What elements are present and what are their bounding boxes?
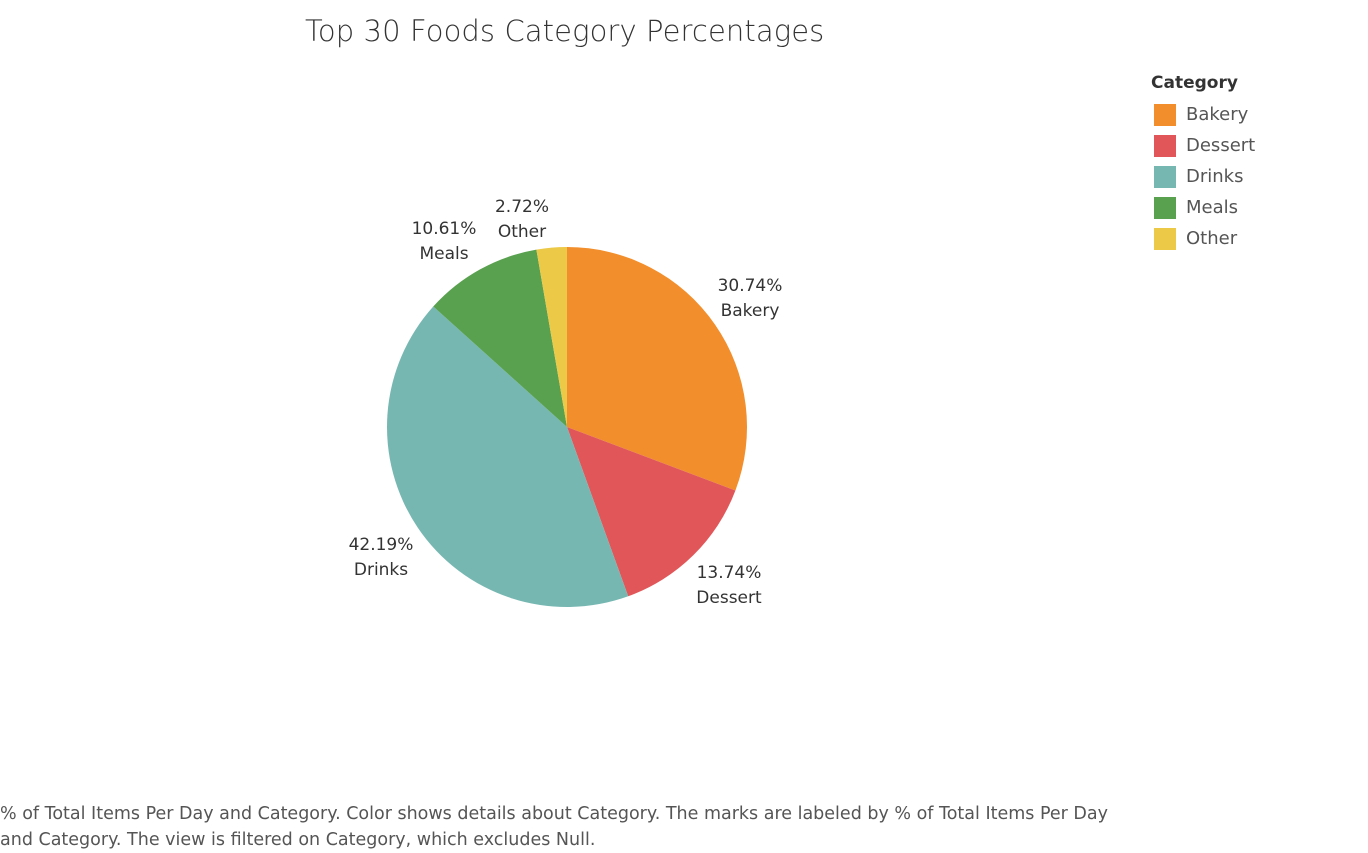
pie-chart: 30.74% Bakery 13.74% Dessert 42.19% Drinks 10.… <box>349 197 783 608</box>
legend-item-dessert[interactable]: Dessert <box>1151 130 1255 161</box>
legend: Category Bakery Dessert Drinks Meals Other <box>1151 73 1255 254</box>
pie-slice-drinks[interactable] <box>386 306 629 608</box>
slice-percent-label: 30.74% <box>718 276 783 296</box>
slice-category-label: Dessert <box>696 588 762 608</box>
slice-percent-label: 13.74% <box>697 563 762 583</box>
pie-slice-other[interactable] <box>536 247 567 427</box>
slice-percent-label: 42.19% <box>349 535 414 555</box>
chart-caption: % of Total Items Per Day and Category. C… <box>0 804 1108 850</box>
legend-item-drinks[interactable]: Drinks <box>1151 161 1255 192</box>
slice-category-label: Drinks <box>354 560 408 580</box>
slice-category-label: Bakery <box>721 301 780 321</box>
legend-item-meals[interactable]: Meals <box>1151 192 1255 223</box>
pie-labels: 30.74% Bakery 13.74% Dessert 42.19% Drinks 10.… <box>349 197 783 608</box>
legend-label: Meals <box>1186 197 1239 218</box>
legend-label: Other <box>1186 228 1238 249</box>
legend-item-other[interactable]: Other <box>1151 223 1255 254</box>
legend-label: Bakery <box>1186 104 1249 125</box>
legend-swatch <box>1154 165 1176 188</box>
slice-category-label: Meals <box>419 244 468 264</box>
legend-swatch <box>1154 196 1176 219</box>
legend-swatch <box>1154 227 1176 250</box>
pie-slice-bakery[interactable] <box>567 247 747 491</box>
pie-slice-meals[interactable] <box>433 249 567 427</box>
pie-slices <box>386 247 747 608</box>
legend-swatch <box>1154 103 1176 126</box>
legend-item-bakery[interactable]: Bakery <box>1151 99 1255 130</box>
slice-category-label: Other <box>498 222 546 242</box>
legend-title: Category <box>1151 73 1238 93</box>
chart-title: Top 30 Foods Category Percentages <box>305 14 825 48</box>
legend-swatch <box>1154 134 1176 157</box>
slice-percent-label: 10.61% <box>412 219 477 239</box>
legend-items: Bakery Dessert Drinks Meals Other <box>1151 99 1255 254</box>
legend-label: Dessert <box>1186 135 1256 156</box>
pie-slice-dessert[interactable] <box>567 427 736 597</box>
legend-label: Drinks <box>1186 166 1244 187</box>
slice-percent-label: 2.72% <box>495 197 549 217</box>
